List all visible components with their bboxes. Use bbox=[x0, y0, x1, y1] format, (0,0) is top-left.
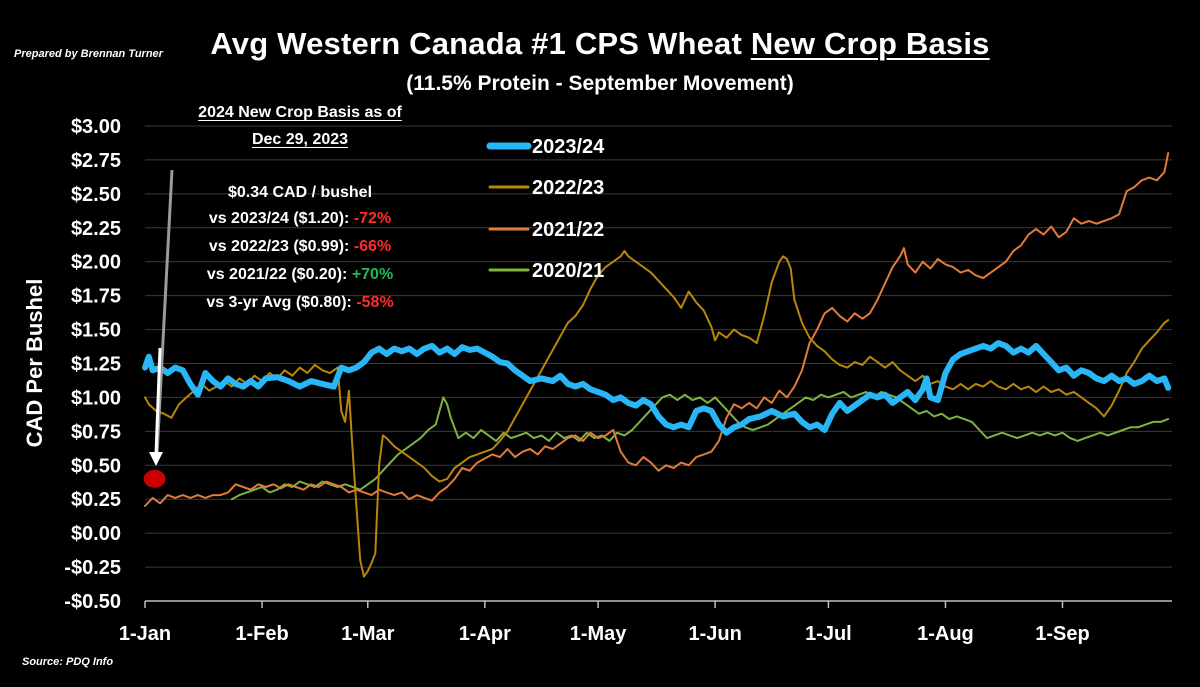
y-tick-label: $0.25 bbox=[71, 489, 121, 511]
legend-label: 2021/22 bbox=[532, 219, 604, 241]
arrow-shaft bbox=[154, 347, 162, 456]
chart-title-underlined: New Crop Basis bbox=[750, 26, 990, 61]
annotation-row-pct: -66% bbox=[353, 238, 392, 255]
annotation-row-label: vs 3-yr Avg ($0.80): bbox=[206, 294, 357, 311]
arrow-shaft-grey bbox=[155, 169, 174, 456]
x-tick-label: 1-Apr bbox=[459, 623, 511, 645]
legend-label: 2022/23 bbox=[532, 177, 604, 199]
x-tick-label: 1-Sep bbox=[1035, 623, 1089, 645]
annotation-current-basis: $0.34 CAD / bushel bbox=[227, 184, 373, 201]
annotation-row: vs 2021/22 ($0.20): +70% bbox=[150, 266, 450, 284]
arrow-head bbox=[149, 452, 163, 466]
y-tick-label: $0.75 bbox=[71, 421, 121, 443]
annotation-row: vs 2022/23 ($0.99): -66% bbox=[150, 238, 450, 256]
y-tick-label: $1.25 bbox=[71, 354, 121, 376]
annotation-row-label: vs 2021/22 ($0.20): bbox=[206, 266, 352, 283]
series-line-2023-24 bbox=[142, 340, 1172, 436]
x-tick-label: 1-Jan bbox=[119, 623, 171, 645]
chart-subtitle: (11.5% Protein - September Movement) bbox=[406, 72, 794, 95]
y-tick-label: $2.25 bbox=[71, 218, 121, 240]
y-tick-label: $2.50 bbox=[71, 184, 121, 206]
annotation-row: vs 2023/24 ($1.20): -72% bbox=[150, 210, 450, 228]
y-tick-label: $2.00 bbox=[71, 252, 121, 274]
x-tick-label: 1-Jun bbox=[688, 623, 741, 645]
y-tick-label: $1.50 bbox=[71, 320, 121, 342]
annotation-row: vs 3-yr Avg ($0.80): -58% bbox=[150, 294, 450, 312]
y-tick-label: $1.00 bbox=[71, 387, 121, 409]
annotation-row-pct: -58% bbox=[356, 294, 394, 311]
x-tick-label: 1-Feb bbox=[235, 623, 288, 645]
legend-label: 2020/21 bbox=[532, 260, 604, 282]
annotation-heading-line2: Dec 29, 2023 bbox=[251, 131, 349, 148]
y-tick-label: $3.00 bbox=[71, 116, 121, 138]
annotation-row-label: vs 2022/23 ($0.99): bbox=[208, 238, 354, 255]
current-basis-marker bbox=[143, 469, 166, 488]
x-tick-label: 1-Jul bbox=[805, 623, 852, 645]
y-tick-label: -$0.50 bbox=[64, 591, 121, 613]
legend-label: 2023/24 bbox=[532, 136, 605, 158]
x-tick-label: 1-Mar bbox=[341, 623, 395, 645]
y-tick-label: -$0.25 bbox=[64, 557, 121, 579]
annotation-row-pct: +70% bbox=[351, 266, 394, 283]
prepared-by-note: Prepared by Brennan Turner bbox=[14, 48, 163, 60]
series-line-2020-21 bbox=[230, 391, 1170, 501]
source-note: Source: PDQ Info bbox=[22, 656, 114, 668]
x-tick-label: 1-Aug bbox=[917, 623, 974, 645]
series-line-2022-23 bbox=[144, 249, 1170, 578]
y-tick-label: $1.75 bbox=[71, 286, 121, 308]
annotation-row-label: vs 2023/24 ($1.20): bbox=[208, 210, 354, 227]
x-tick-label: 1-May bbox=[570, 623, 628, 645]
y-tick-label: $0.50 bbox=[71, 455, 121, 477]
y-tick-label: $2.75 bbox=[71, 150, 121, 172]
series-line-2021-22 bbox=[144, 152, 1170, 507]
y-axis-title: CAD Per Bushel bbox=[22, 279, 47, 448]
annotation-heading-line1: 2024 New Crop Basis as of bbox=[198, 104, 402, 121]
annotation-row-pct: -72% bbox=[353, 210, 392, 227]
y-tick-label: $0.00 bbox=[71, 523, 121, 545]
chart-title: Avg Western Canada #1 CPS Wheat New Crop… bbox=[0, 26, 1200, 62]
chart-title-main: Avg Western Canada #1 CPS Wheat bbox=[210, 26, 751, 61]
